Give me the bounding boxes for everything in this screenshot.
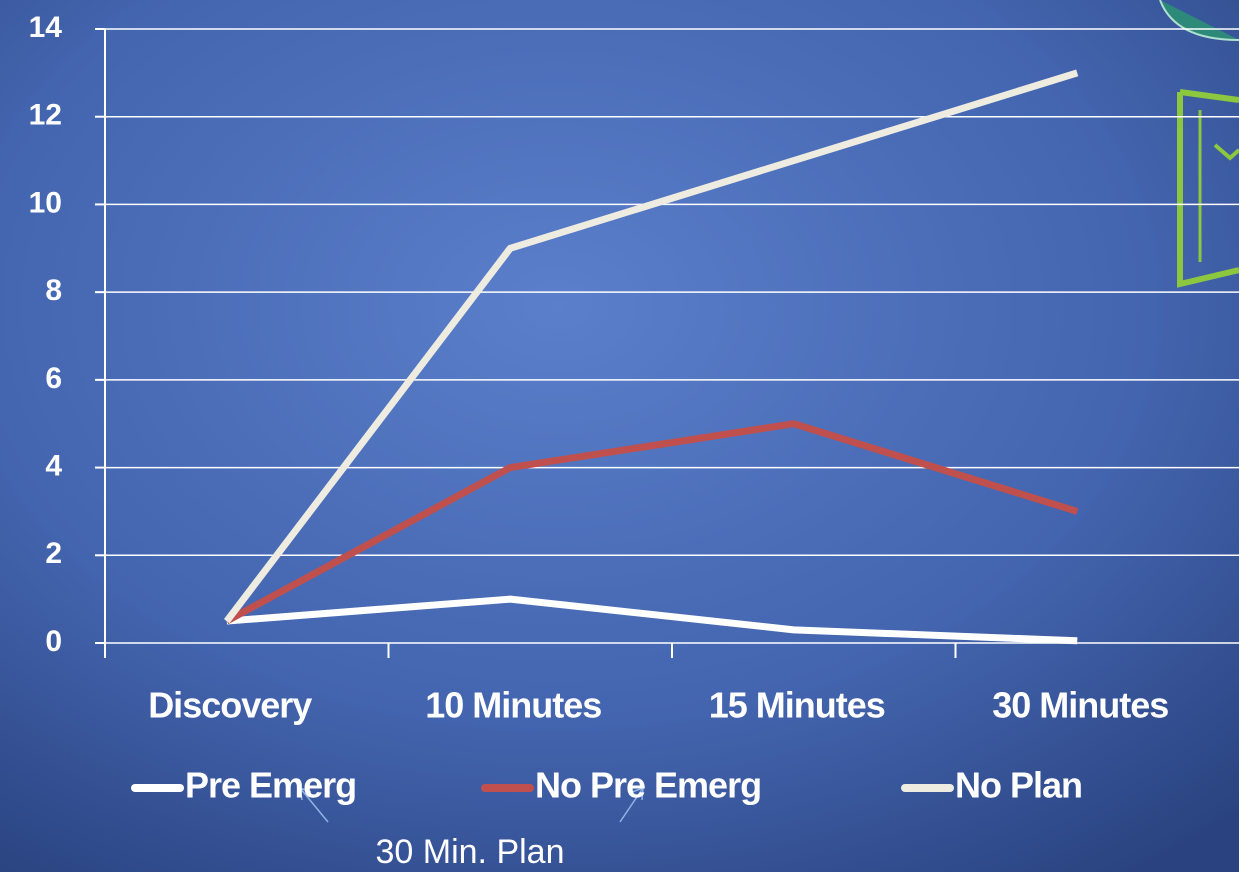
- chart: 30 Min. Plan 0 2 4 6 8 10 12 14 Discovery 10 Minu…: [0, 0, 1239, 872]
- y-tick-label: 14: [29, 11, 63, 44]
- x-tick-label: 15 Minutes: [709, 685, 885, 726]
- slide: 30 Min. Plan 0 2 4 6 8 10 12 14 Discovery 10 Minu…: [0, 0, 1239, 872]
- x-tick-label: 30 Minutes: [992, 685, 1168, 726]
- annotation: 30 Min. Plan: [376, 833, 565, 871]
- legend-label: Pre Emerg: [185, 765, 356, 806]
- y-tick-label: 0: [45, 625, 62, 658]
- y-tick-label: 12: [29, 99, 62, 132]
- background: [0, 0, 1239, 872]
- x-tick-label: 10 Minutes: [425, 685, 601, 726]
- y-tick-label: 4: [45, 449, 62, 482]
- y-tick-label: 2: [45, 537, 62, 570]
- y-tick-label: 10: [29, 186, 62, 219]
- legend-label: No Plan: [955, 765, 1082, 806]
- y-tick-label: 8: [45, 274, 62, 307]
- y-tick-label: 6: [45, 362, 62, 395]
- legend-label: No Pre Emerg: [535, 765, 761, 806]
- x-tick-label: Discovery: [148, 685, 312, 726]
